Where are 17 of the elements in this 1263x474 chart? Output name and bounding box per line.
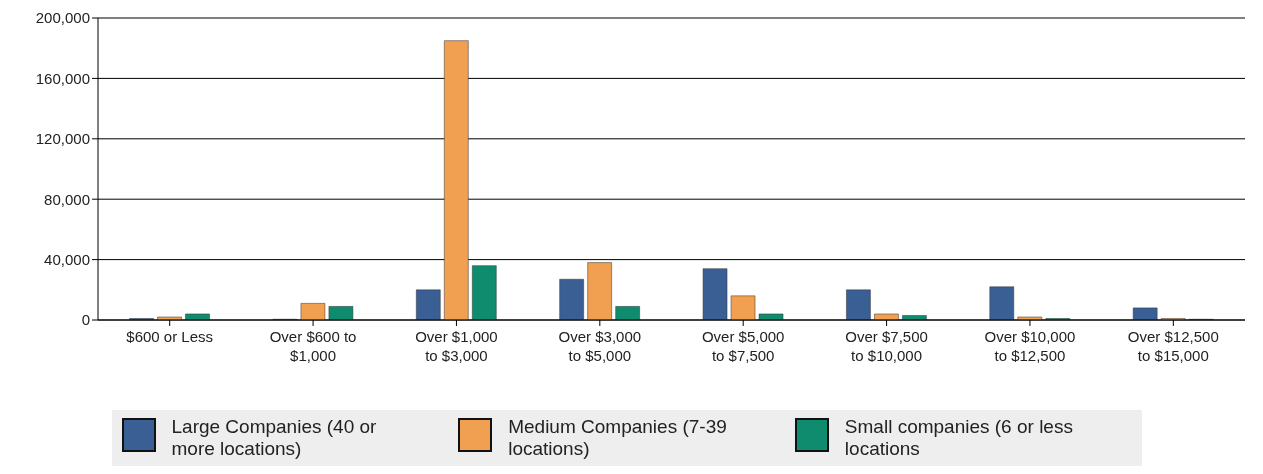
legend-label: Large Companies (40 or more locations) (171, 416, 378, 460)
y-tick-label: 120,000 (35, 130, 90, 148)
x-tick-label: Over $7,500 to $10,000 (845, 328, 928, 364)
y-tick-label: 160,000 (35, 69, 90, 87)
legend-label: Medium Companies (7-39 locations) (508, 416, 728, 460)
y-tick-label: 40,000 (44, 250, 90, 268)
y-tick-label: 200,000 (35, 9, 90, 27)
y-tick-label: 80,000 (44, 190, 90, 208)
x-tick-label: $600 or Less (126, 328, 214, 345)
x-tick-label: Over $3,000 to $5,000 (558, 328, 642, 364)
y-tick-label: 0 (81, 311, 90, 329)
x-tick-label: Over $5,000 to $7,500 (701, 328, 785, 364)
x-tick-label: Over $600 to $1,000 (269, 328, 357, 364)
legend-label: Small companies (6 or less locations (844, 416, 1074, 460)
x-tick-label: Over $12,500 to $15,000 (1127, 328, 1219, 364)
x-tick-label: Over $10,000 to $12,500 (984, 328, 1076, 364)
x-tick-label: Over $1,000 to $3,000 (415, 328, 498, 364)
